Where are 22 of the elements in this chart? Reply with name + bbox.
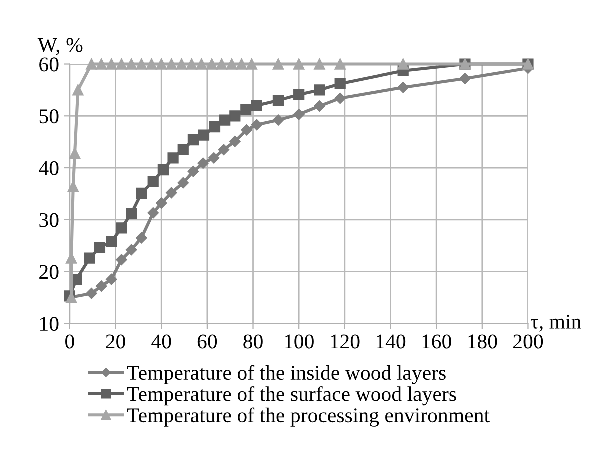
- legend-label: Temperature of the inside wood layers: [127, 365, 446, 384]
- y-tick-label: 30: [40, 213, 59, 228]
- legend-label: Temperature of the processing environment: [127, 408, 490, 427]
- x-tick-label: 60: [198, 334, 218, 349]
- x-axis-title: τ, min: [530, 314, 582, 332]
- y-tick-label: 40: [39, 161, 59, 176]
- legend-label: Temperature of the surface wood layers: [127, 386, 456, 406]
- x-tick-label: 20: [106, 334, 126, 349]
- x-tick-label: 80: [244, 334, 263, 349]
- x-tick-label: 140: [376, 334, 406, 349]
- y-tick-label: 10: [40, 317, 59, 332]
- y-tick-label: 50: [40, 110, 59, 124]
- x-tick-label: 0: [66, 334, 74, 349]
- x-tick-label: 160: [422, 334, 452, 349]
- x-tick-label: 200: [514, 334, 544, 349]
- x-tick-label: 40: [152, 334, 172, 349]
- y-tick-label: 60: [40, 58, 59, 72]
- x-tick-label: 120: [331, 334, 360, 349]
- x-tick-label: 100: [285, 334, 314, 349]
- x-tick-label: 180: [468, 334, 498, 349]
- y-axis-title: W, %: [38, 38, 83, 56]
- y-tick-label: 20: [40, 265, 59, 280]
